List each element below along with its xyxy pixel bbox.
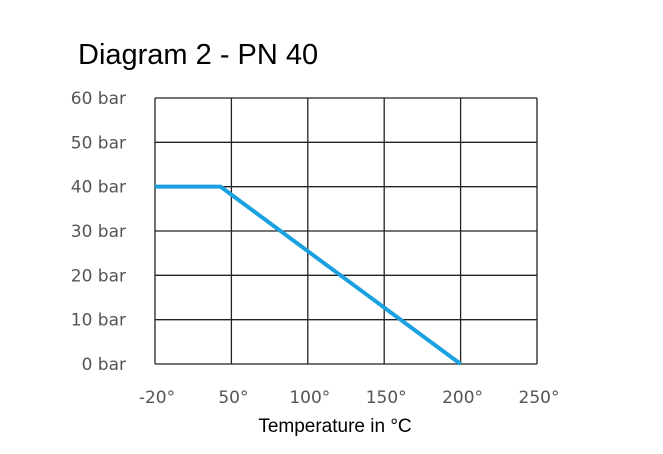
y-tick-label: 0 bar bbox=[82, 355, 126, 375]
y-tick-label: 60 bar bbox=[71, 89, 126, 109]
x-tick-label: 50° bbox=[218, 388, 248, 408]
y-tick-label: 10 bar bbox=[71, 311, 126, 331]
y-tick-label: 50 bar bbox=[71, 133, 126, 153]
x-tick-label: 100° bbox=[289, 388, 330, 408]
y-tick-label: 40 bar bbox=[71, 178, 126, 198]
chart-title: Diagram 2 - PN 40 bbox=[78, 39, 318, 71]
x-tick-label: -20° bbox=[139, 388, 175, 408]
y-tick-label: 30 bar bbox=[71, 222, 126, 242]
x-tick-label: 150° bbox=[366, 388, 407, 408]
y-tick-label: 20 bar bbox=[71, 266, 126, 286]
x-tick-label: 200° bbox=[442, 388, 483, 408]
x-axis-label: Temperature in °C bbox=[258, 416, 411, 437]
x-tick-label: 250° bbox=[519, 388, 560, 408]
